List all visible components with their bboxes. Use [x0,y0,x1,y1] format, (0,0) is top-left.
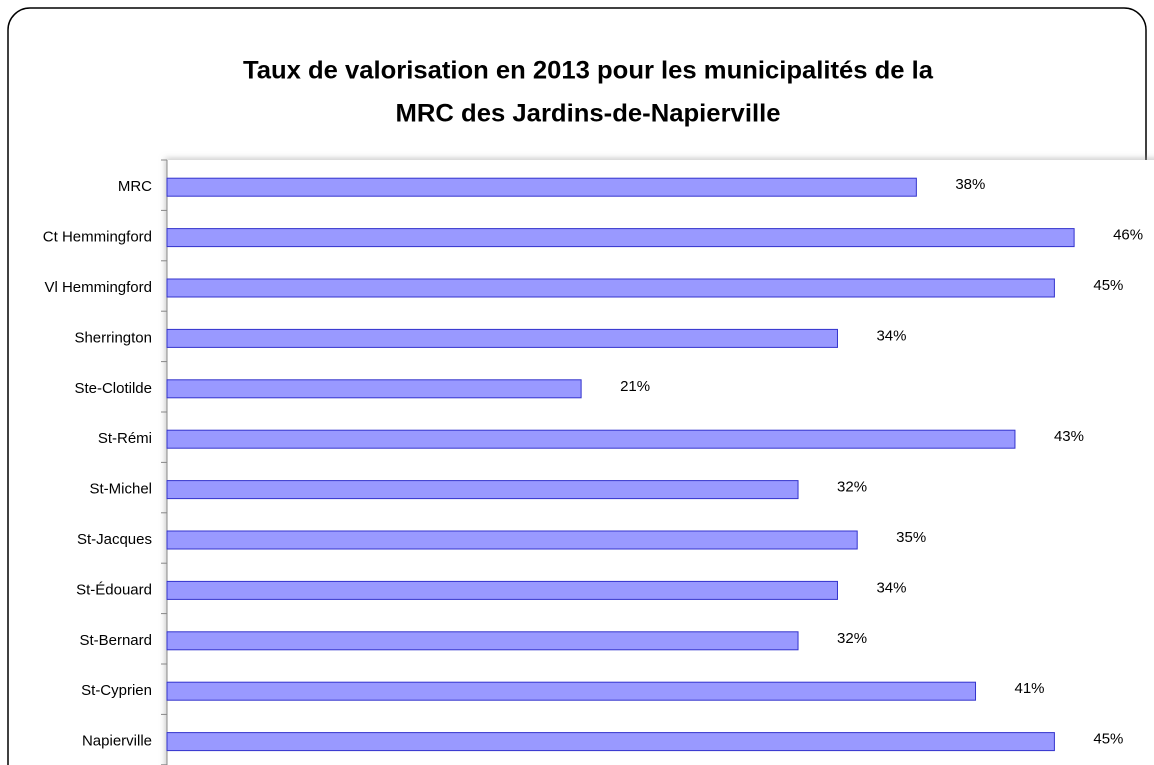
category-label: Napierville [82,733,152,750]
data-label: 38% [955,176,985,193]
bar [166,328,838,348]
category-label: St-Michel [89,481,152,498]
bar [166,379,582,399]
bar [166,228,1075,248]
bar [166,177,917,197]
category-label: Ct Hemmingford [43,229,152,246]
bar [166,631,799,651]
category-label: St-Bernard [79,632,152,649]
data-label: 46% [1113,227,1143,244]
category-label: St-Jacques [77,531,152,548]
bar [166,580,838,600]
category-label: Vl Hemmingford [44,279,152,296]
data-label: 34% [876,579,906,596]
category-label: St-Cyprien [81,682,152,699]
data-label: 35% [896,529,926,546]
bar [166,429,1016,449]
bar [166,530,858,550]
chart-title: MRC des Jardins-de-Napierville [396,100,781,128]
category-label: St-Rémi [98,430,152,447]
category-label: Ste-Clotilde [74,380,152,397]
data-label: 43% [1054,428,1084,445]
data-label: 21% [620,378,650,395]
category-label: St-Édouard [76,581,152,598]
data-label: 45% [1093,277,1123,294]
plot-area [167,160,1154,765]
bar [166,278,1055,298]
chart-title: Taux de valorisation en 2013 pour les mu… [243,57,934,85]
bar [166,732,1055,752]
data-label: 41% [1015,680,1045,697]
bar [166,480,799,500]
bar [166,681,977,701]
data-label: 34% [876,327,906,344]
data-label: 45% [1093,731,1123,748]
data-label: 32% [837,479,867,496]
category-label: MRC [118,178,152,195]
category-label: Sherrington [74,329,152,346]
data-label: 32% [837,630,867,647]
